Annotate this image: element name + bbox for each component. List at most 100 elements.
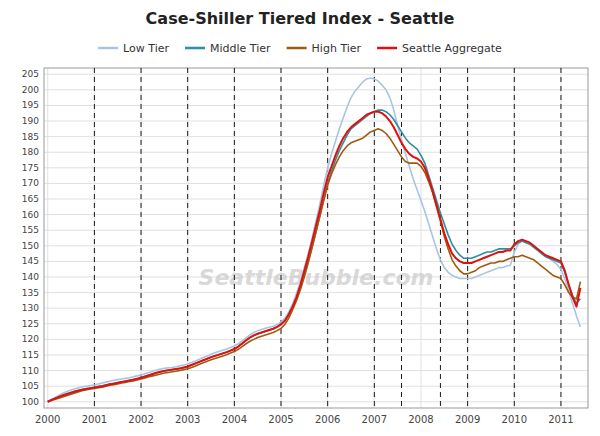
legend-swatch xyxy=(98,47,118,50)
grid-line-x xyxy=(47,68,48,408)
legend-item: Low Tier xyxy=(98,42,169,55)
y-tick-label: 135 xyxy=(22,288,39,298)
vertical-line xyxy=(94,68,95,408)
chart: Case-Shiller Tiered Index - Seattle10010… xyxy=(0,0,600,436)
grid-line-x xyxy=(281,68,282,408)
grid-line-y xyxy=(44,386,588,387)
grid-line-y xyxy=(44,121,588,122)
grid-line-x xyxy=(187,68,188,408)
grid-line-x xyxy=(327,68,328,408)
legend-item: High Tier xyxy=(287,42,362,55)
grid-line-x xyxy=(94,68,95,408)
series-line xyxy=(48,110,581,402)
y-tick-label: 115 xyxy=(22,350,39,360)
grid-line-y xyxy=(44,136,588,137)
vertical-line xyxy=(440,68,441,408)
title: Case-Shiller Tiered Index - Seattle xyxy=(146,9,455,28)
grid-line-x xyxy=(514,68,515,408)
y-tick-label: 195 xyxy=(22,100,39,110)
vertical-line xyxy=(281,68,282,408)
y-tick-label: 130 xyxy=(22,303,39,313)
legend-swatch xyxy=(377,47,397,50)
y-tick-label: 180 xyxy=(22,147,39,157)
y-tick-label: 165 xyxy=(22,194,39,204)
vertical-line xyxy=(560,68,561,408)
y-tick-label: 200 xyxy=(22,85,39,95)
vertical-line xyxy=(327,68,328,408)
legend-label: Low Tier xyxy=(123,42,169,55)
y-tick-label: 205 xyxy=(22,69,39,79)
y-tick-label: 160 xyxy=(22,210,39,220)
x-tick-label: 2004 xyxy=(222,414,247,425)
grid-line-y xyxy=(44,308,588,309)
series-line xyxy=(48,112,581,402)
grid-line-x xyxy=(234,68,235,408)
legend-swatch xyxy=(185,47,205,50)
x-tick-label: 2006 xyxy=(315,414,340,425)
grid xyxy=(44,68,588,408)
grid-line-y xyxy=(44,354,588,355)
grid-line-y xyxy=(44,370,588,371)
grid-line-y xyxy=(44,152,588,153)
grid-line-x xyxy=(467,68,468,408)
x-tick-label: 2001 xyxy=(82,414,107,425)
vertical-line xyxy=(401,68,402,408)
legend-label: High Tier xyxy=(312,42,362,55)
grid-line-y xyxy=(44,401,588,402)
y-tick-label: 175 xyxy=(22,163,39,173)
x-tick-label: 2008 xyxy=(408,414,433,425)
y-tick-label: 145 xyxy=(22,256,39,266)
vertical-line xyxy=(374,68,375,408)
legend-swatch xyxy=(287,47,307,50)
vertical-line xyxy=(141,68,142,408)
grid-line-x xyxy=(374,68,375,408)
grid-line-x xyxy=(560,68,561,408)
legend-item: Middle Tier xyxy=(185,42,271,55)
x-tick-label: 2007 xyxy=(362,414,387,425)
y-tick-label: 150 xyxy=(22,241,39,251)
grid-line-x xyxy=(420,68,421,408)
grid-line-y xyxy=(44,74,588,75)
x-tick-label: 2010 xyxy=(502,414,527,425)
grid-line-y xyxy=(44,105,588,106)
grid-line-y xyxy=(44,292,588,293)
x-tick-label: 2009 xyxy=(455,414,480,425)
legend-label: Seattle Aggregate xyxy=(402,42,502,55)
y-tick-label: 110 xyxy=(22,366,39,376)
grid-line-y xyxy=(44,323,588,324)
plot-area xyxy=(48,68,581,408)
y-tick-label: 100 xyxy=(22,397,39,407)
grid-line-y xyxy=(44,167,588,168)
y-axis: 100 105 110 115 120 125 130 135 140 145 150 155 160 1… xyxy=(22,69,39,407)
grid-line-y xyxy=(44,245,588,246)
y-tick-label: 155 xyxy=(22,225,39,235)
vertical-line xyxy=(187,68,188,408)
plot-frame xyxy=(44,68,588,408)
y-tick-label: 125 xyxy=(22,319,39,329)
watermark: SeattleBubble.com xyxy=(199,265,434,290)
y-tick-label: 105 xyxy=(22,381,39,391)
series-line xyxy=(48,129,581,402)
legend-item: Seattle Aggregate xyxy=(377,42,502,55)
y-tick-label: 170 xyxy=(22,178,39,188)
vertical-line xyxy=(234,68,235,408)
vertical-line xyxy=(467,68,468,408)
grid-line-y xyxy=(44,199,588,200)
legend: Low Tier Middle Tier High Tier Seattle Aggr… xyxy=(98,42,502,55)
grid-line-y xyxy=(44,261,588,262)
grid-line-x xyxy=(141,68,142,408)
x-tick-label: 2000 xyxy=(35,414,60,425)
grid-line-y xyxy=(44,89,588,90)
y-tick-label: 185 xyxy=(22,132,39,142)
y-tick-label: 140 xyxy=(22,272,39,282)
y-tick-label: 120 xyxy=(22,334,39,344)
x-tick-label: 2002 xyxy=(128,414,153,425)
x-axis: 2000 2001 2002 2003 2004 2005 2006 2007 2008 2009… xyxy=(35,414,574,425)
vertical-line xyxy=(514,68,515,408)
x-tick-label: 2005 xyxy=(268,414,293,425)
x-tick-label: 2003 xyxy=(175,414,200,425)
grid-line-y xyxy=(44,339,588,340)
series-line xyxy=(48,78,581,402)
y-tick-label: 190 xyxy=(22,116,39,126)
legend-label: Middle Tier xyxy=(210,42,271,55)
